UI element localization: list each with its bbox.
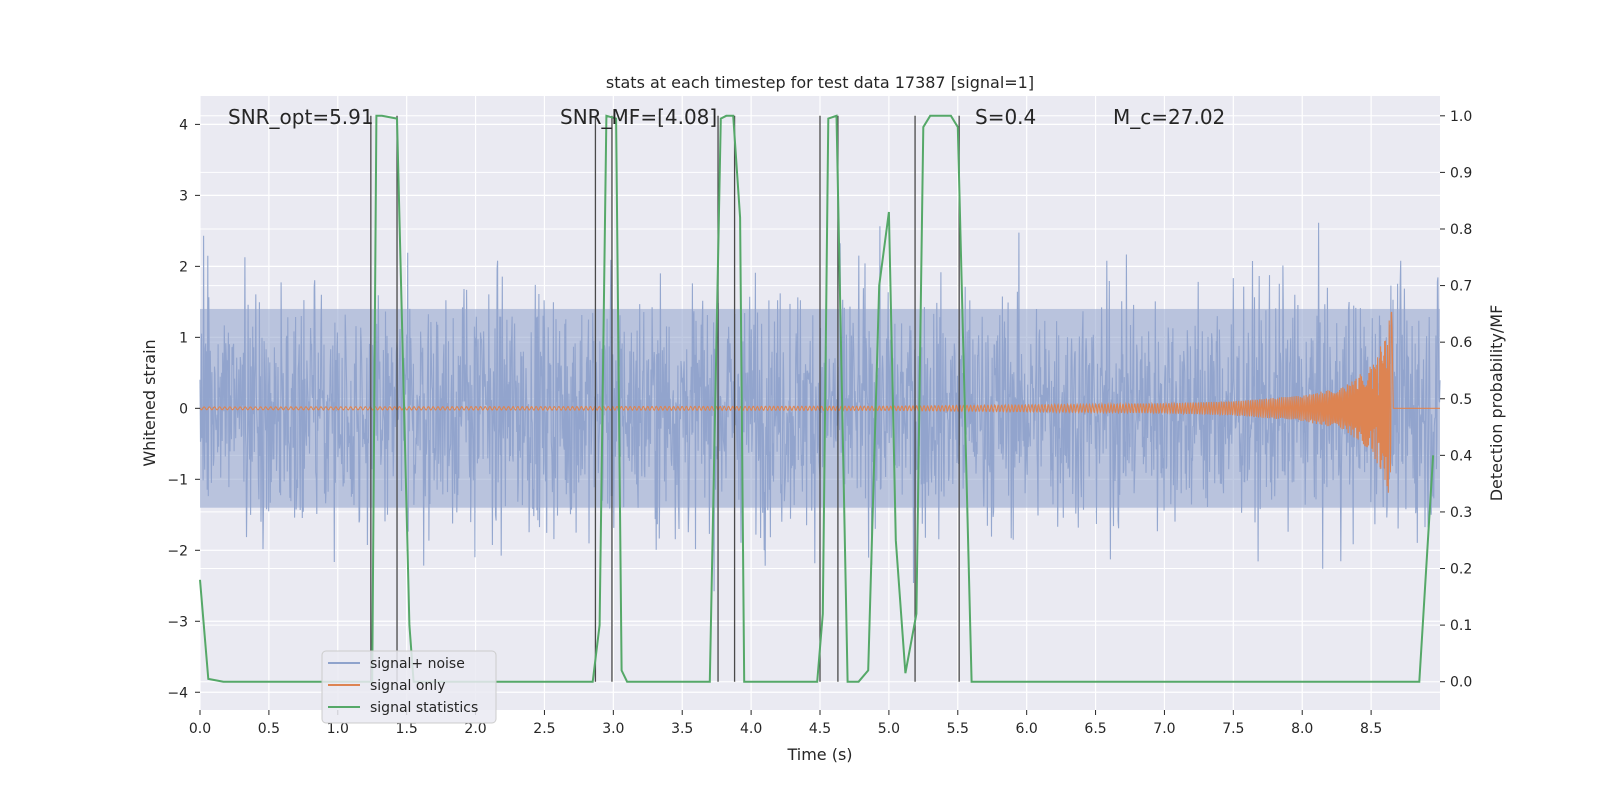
y-right-tick-label: 0.3 (1450, 505, 1472, 521)
y-tick-label: 1 (179, 330, 188, 346)
signal-statistics-line (199, 114, 1435, 683)
x-tick-label: 3.0 (602, 721, 624, 737)
x-tick-label: 8.0 (1291, 721, 1313, 737)
x-tick-label: 2.0 (464, 721, 486, 737)
legend-label-signal-statistics: signal statistics (370, 700, 478, 716)
annotation-mc: M_c=27.02 (1113, 105, 1225, 129)
x-tick-label: 7.5 (1222, 721, 1244, 737)
annotation-snr-opt: SNR_opt=5.91 (228, 105, 374, 129)
y-tick-label: −1 (167, 472, 188, 488)
x-tick-label: 0.5 (258, 721, 280, 737)
y-right-tick-label: 0.0 (1450, 675, 1472, 691)
x-tick-label: 6.5 (1084, 721, 1106, 737)
y-right-tick-label: 1.0 (1450, 109, 1472, 125)
y-right-tick-label: 0.4 (1450, 448, 1472, 464)
x-tick-label: 7.0 (1153, 721, 1175, 737)
x-tick-label: 1.0 (327, 721, 349, 737)
legend: signal+ noise signal only signal statist… (321, 650, 497, 724)
x-tick-label: 5.0 (878, 721, 900, 737)
annotation-s: S=0.4 (975, 105, 1036, 129)
x-tick-label: 3.5 (671, 721, 693, 737)
y-right-tick-label: 0.7 (1450, 279, 1472, 295)
x-tick-label: 2.5 (533, 721, 555, 737)
annotation-snr-mf: SNR_MF=[4.08] (560, 105, 717, 129)
y-axis-label-left: Whitened strain (140, 339, 159, 466)
y-tick-label: −2 (167, 543, 188, 559)
detection-vlines (370, 115, 960, 682)
legend-label-signal-only: signal only (370, 678, 445, 694)
y-tick-label: 0 (179, 401, 188, 417)
x-tick-label: 6.0 (1016, 721, 1038, 737)
y-tick-label: 2 (179, 259, 188, 275)
x-tick-label: 0.0 (189, 721, 211, 737)
y-axis-label-right: Detection probability/MF (1487, 305, 1506, 502)
y-right-tick-label: 0.5 (1450, 392, 1472, 408)
x-tick-label: 1.5 (396, 721, 418, 737)
legend-box (321, 650, 497, 724)
y-right-tick-label: 0.1 (1450, 618, 1472, 634)
y-right-tick-label: 0.8 (1450, 222, 1472, 238)
y-right-tick-label: 0.2 (1450, 562, 1472, 578)
y-tick-label: −3 (167, 614, 188, 630)
y-tick-label: −4 (167, 685, 188, 701)
x-tick-label: 5.5 (947, 721, 969, 737)
y-tick-label: 4 (179, 117, 188, 133)
x-axis-label: Time (s) (786, 745, 852, 764)
legend-label-signal-noise: signal+ noise (370, 656, 465, 672)
x-tick-label: 4.0 (740, 721, 762, 737)
y-ticks-right: 1.0 0.9 0.8 0.7 0.6 0.5 0.4 0.3 0.2 0.1 0.0 (1440, 109, 1472, 691)
x-tick-label: 8.5 (1360, 721, 1382, 737)
y-right-tick-label: 0.6 (1450, 335, 1472, 351)
x-tick-label: 4.5 (809, 721, 831, 737)
y-ticks-left: 4 3 2 1 0 −1 −2 −3 −4 (167, 117, 200, 701)
y-right-tick-label: 0.9 (1450, 165, 1472, 181)
chart-title: stats at each timestep for test data 173… (606, 73, 1034, 92)
y-tick-label: 3 (179, 188, 188, 204)
x-ticks: 0.0 0.5 1.0 1.5 2.0 2.5 3.0 3.5 4.0 4.5 5.0 5.5 6.0 6… (189, 710, 1382, 737)
series-signal-statistics (199, 114, 1435, 683)
